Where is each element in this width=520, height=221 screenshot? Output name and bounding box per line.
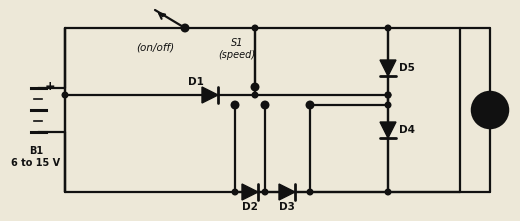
Circle shape xyxy=(385,189,391,195)
Text: D5: D5 xyxy=(399,63,415,73)
Circle shape xyxy=(252,25,258,31)
Polygon shape xyxy=(242,184,258,200)
Text: M: M xyxy=(484,103,496,116)
Circle shape xyxy=(62,92,68,98)
Circle shape xyxy=(231,101,239,109)
Polygon shape xyxy=(202,87,218,103)
Circle shape xyxy=(262,189,268,195)
Circle shape xyxy=(385,25,391,31)
Circle shape xyxy=(252,84,258,91)
Polygon shape xyxy=(279,184,295,200)
Circle shape xyxy=(181,25,189,32)
Text: D1: D1 xyxy=(188,77,204,87)
Text: D3: D3 xyxy=(279,202,295,212)
Circle shape xyxy=(385,92,391,98)
Circle shape xyxy=(252,92,258,98)
Polygon shape xyxy=(380,122,396,138)
Circle shape xyxy=(307,102,313,108)
Circle shape xyxy=(472,92,508,128)
Circle shape xyxy=(306,101,314,109)
Text: +: + xyxy=(45,80,55,93)
Text: (on/off): (on/off) xyxy=(136,42,174,52)
Text: B1
6 to 15 V: B1 6 to 15 V xyxy=(11,146,60,168)
Circle shape xyxy=(385,92,391,98)
Circle shape xyxy=(262,101,268,109)
Polygon shape xyxy=(380,60,396,76)
Circle shape xyxy=(385,102,391,108)
Text: D2: D2 xyxy=(242,202,258,212)
Text: D4: D4 xyxy=(399,125,415,135)
Circle shape xyxy=(307,189,313,195)
Text: S1
(speed): S1 (speed) xyxy=(218,38,255,60)
Circle shape xyxy=(232,189,238,195)
